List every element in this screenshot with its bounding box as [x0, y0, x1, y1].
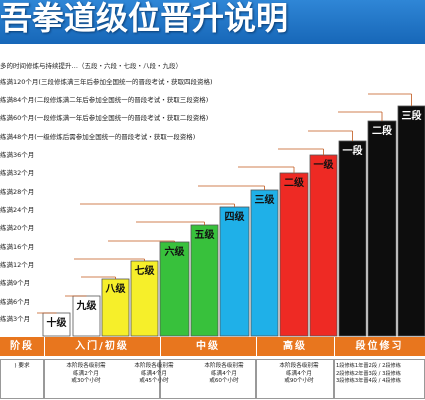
requirement-row: 练满28个月: [0, 188, 35, 196]
requirement-row: 练满3个月: [0, 315, 31, 323]
grade-label: 四级: [225, 210, 246, 223]
stage-note: 本阶段各级别需 练满4个月 或45个小时: [134, 363, 174, 384]
grade-bar-group: 十级: [37, 312, 71, 337]
requirement-row: 练满36个月: [0, 151, 35, 159]
grade-bar: [101, 278, 130, 337]
stage-separator: [160, 337, 161, 356]
grade-bar-group: 一级: [278, 148, 338, 337]
grade-bar-group: 二段: [338, 111, 397, 337]
requirement-row: 练满9个月: [0, 279, 31, 287]
stage-label: 阶段: [10, 341, 34, 352]
note-box: [44, 359, 160, 399]
grade-bar-group: 五级: [136, 221, 219, 337]
requirement-row: 练满48个月(一级修炼后需参加全国统一的晋段考试・获取一段资格): [0, 133, 196, 141]
grade-bar: [159, 241, 190, 337]
requirement-row: 练满120个月(三段修炼满三年后参加全国统一的晋段考试・获取四段资格): [0, 78, 213, 86]
note-box: [0, 359, 44, 399]
stage-separator: [334, 337, 335, 356]
grade-bar-group: 七级: [74, 258, 159, 337]
grade-bar: [190, 224, 219, 337]
grade-bar: [338, 140, 367, 337]
grade-bar: [219, 206, 250, 337]
grade-bar: [279, 172, 309, 337]
grade-bar-group: 六级: [108, 240, 190, 337]
grade-label: 七级: [135, 264, 156, 277]
note-box: [256, 359, 334, 399]
stage-note: 本阶段各级别需 练满4个月 或90个小时: [279, 363, 319, 384]
grade-label: 十级: [47, 316, 68, 329]
requirement-row: 练满84个月(二段修炼满二年后参加全国统一的晋段考试・获取三段资格): [0, 96, 209, 104]
grade-bar: [130, 260, 159, 337]
title-banner: 吾拳道级位晋升说明: [0, 0, 425, 44]
grade-label: 六级: [165, 245, 186, 258]
stage-band: [0, 337, 425, 356]
grade-label: 五级: [195, 228, 216, 241]
grade-bar-group: 九级: [65, 295, 101, 337]
grade-bar-group: 三段: [368, 93, 425, 337]
grade-label: 八级: [105, 282, 127, 295]
grade-bar-group: 二级: [238, 166, 309, 337]
requirement-row: 练满24个月: [0, 206, 35, 214]
stage-separator: [256, 337, 257, 356]
grade-bar-group: 八级: [81, 276, 130, 337]
grade-bar-group: 三级: [198, 185, 279, 337]
stage-label: 入门/初级: [75, 341, 129, 352]
stage-label: 中级: [196, 341, 220, 352]
grade-label: 三级: [255, 193, 276, 206]
stage-separator: [44, 337, 45, 356]
stage-note: 1段修练1年晋2段 / 2段修练 2段修练2年晋3段 / 3段修练 3段修练3年…: [336, 363, 401, 384]
grade-label: 三段: [402, 109, 422, 122]
grade-bar: [72, 295, 101, 337]
grade-label: 一段: [343, 144, 363, 157]
requirement-row: 练满20个月: [0, 224, 35, 232]
grade-bar: [367, 120, 397, 337]
requirement-row: 练满6个月: [0, 298, 31, 306]
requirement-row: 练满16个月: [0, 243, 35, 251]
grade-bar: [309, 154, 338, 337]
grade-label: 九级: [76, 299, 98, 312]
grade-bar: [250, 189, 279, 337]
requirement-row: 练满60个月(一段修炼满一年后参加全国统一的晋段考试・获取二段资格): [0, 114, 209, 122]
grade-label: 二级: [284, 176, 305, 189]
note-box: [160, 359, 256, 399]
requirement-row: 练满12个月: [0, 261, 35, 269]
stage-note: 本阶段各级别需 练满2个月 或30个小时: [66, 363, 106, 384]
stage-label: 高级: [283, 341, 307, 352]
stage-note: 本阶段各级别需 练满4个月 或60个小时: [204, 363, 244, 384]
requirement-row: 练满32个月: [0, 169, 35, 177]
grade-bar-group: 四级: [80, 203, 250, 337]
intro-text: 多的时间修炼与持续提升…（五段・六段・七段・八段・九段）: [0, 62, 182, 70]
page-title: 吾拳道级位晋升说明: [0, 0, 289, 37]
grade-label: 二段: [372, 124, 392, 137]
grade-label: 一级: [314, 158, 335, 171]
stage-label: 段位修习: [355, 341, 404, 352]
grade-bar: [397, 105, 425, 337]
grade-bar-group: 一段: [308, 130, 367, 337]
stage-note: ) 要求: [14, 363, 30, 369]
